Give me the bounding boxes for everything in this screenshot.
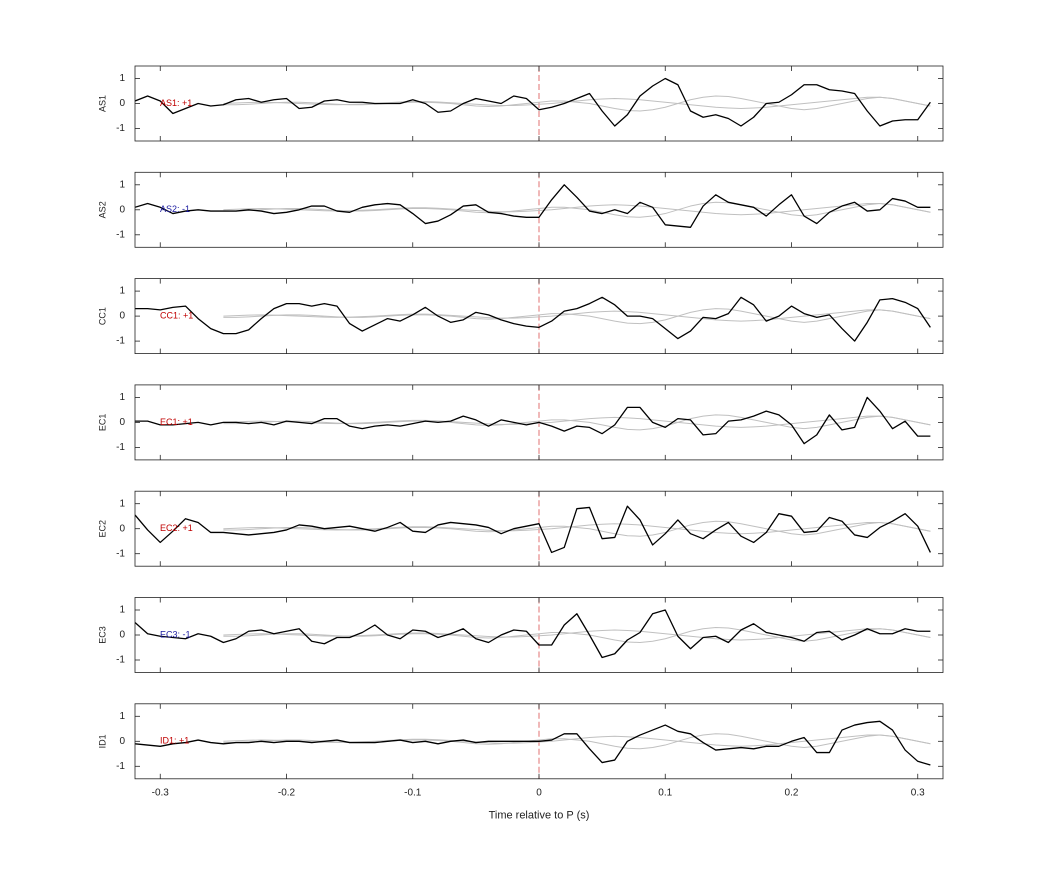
plot-area [135,491,931,567]
y-tick-label: -1 [116,548,125,559]
y-tick-label: 0 [119,736,125,747]
x-tick-label: -0.3 [152,787,170,798]
waveform [135,609,931,659]
y-tick-label: 1 [119,498,125,509]
y-tick-label: -1 [116,761,125,772]
y-tick-label: -1 [116,336,125,347]
y-tick-label: 0 [119,98,125,109]
station-annotation: AS1: +1 [160,98,192,108]
x-tick-label: -0.2 [278,787,296,798]
station-annotation: ID1: +1 [160,736,189,746]
x-tick-label: -0.1 [404,787,422,798]
x-axis-label: Time relative to P (s) [489,810,590,822]
station-annotation: EC2: +1 [160,523,193,533]
plot-area [135,66,931,141]
y-tick-label: 1 [119,711,125,722]
plot-area [135,703,931,779]
y-axis-label: AS2 [97,201,107,218]
y-tick-label: 1 [119,286,125,297]
waveform [135,77,931,127]
y-tick-label: 1 [119,73,125,84]
y-tick-label: 1 [119,392,125,403]
y-axis-label: ID1 [97,734,107,748]
y-tick-label: 0 [119,204,125,215]
waveform [135,505,931,554]
waveform [223,95,931,112]
waveform [223,308,931,325]
y-tick-label: 1 [119,605,125,616]
y-axis-label: EC3 [97,626,107,644]
y-tick-label: 0 [119,523,125,534]
x-tick-label: 0 [536,787,542,798]
waveform [135,296,931,342]
station-annotation: AS2: -1 [160,204,190,214]
plot-area [135,384,931,460]
x-tick-label: 0.1 [658,787,672,798]
y-tick-label: -1 [116,442,125,453]
waveform [135,396,931,445]
x-tick-label: 0.3 [911,787,925,798]
station-annotation: EC3: -1 [160,629,191,639]
waveform [223,627,931,643]
y-axis-label: EC2 [97,520,107,538]
y-axis-label: EC1 [97,414,107,432]
y-tick-label: 1 [119,179,125,190]
y-tick-label: -1 [116,123,125,134]
waveform [223,201,931,218]
plot-area [135,278,931,354]
y-axis-label: AS1 [97,95,107,112]
station-annotation: EC1: +1 [160,417,193,427]
waveform [223,520,931,537]
y-tick-label: 0 [119,417,125,428]
waveform [135,184,931,228]
plot-area [135,597,931,673]
station-annotation: CC1: +1 [160,310,193,320]
y-tick-label: -1 [116,655,125,666]
y-tick-label: -1 [116,229,125,240]
y-axis-label: CC1 [97,307,107,325]
waveform [223,415,931,428]
waveform [223,628,931,641]
y-tick-label: 0 [119,630,125,641]
y-tick-label: 0 [119,311,125,322]
waveform [135,720,931,766]
x-tick-label: 0.2 [785,787,799,798]
plot-area [135,172,931,248]
